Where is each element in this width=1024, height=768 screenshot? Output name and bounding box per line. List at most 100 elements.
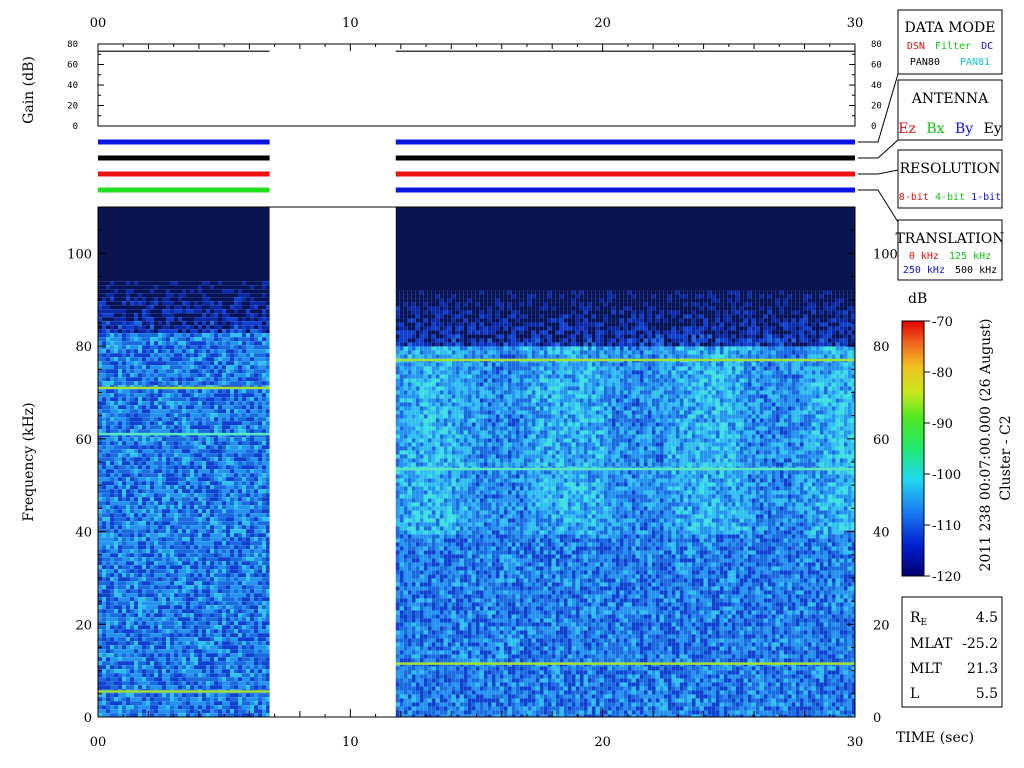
- heatmap-cell: [190, 629, 194, 634]
- heatmap-cell: [250, 709, 254, 714]
- heatmap-cell: [194, 533, 198, 538]
- heatmap-cell: [138, 405, 142, 410]
- heatmap-cell: [170, 517, 174, 522]
- heatmap-cell: [699, 294, 704, 299]
- heatmap-cell: [98, 685, 102, 690]
- heatmap-cell: [254, 365, 258, 370]
- heatmap-cell: [130, 389, 134, 394]
- heatmap-cell: [206, 673, 210, 678]
- heatmap-cell: [158, 593, 162, 598]
- heatmap-cell: [166, 285, 170, 290]
- heatmap-cell: [198, 621, 202, 626]
- heatmap-cell: [142, 377, 146, 382]
- heatmap-cell: [106, 393, 110, 398]
- heatmap-cell: [110, 617, 114, 622]
- heatmap-cell: [174, 665, 178, 670]
- heatmap-cell: [146, 329, 150, 334]
- heatmap-cell: [106, 329, 110, 334]
- heatmap-cell: [230, 617, 234, 622]
- heatmap-cell: [178, 665, 182, 670]
- heatmap-cell: [266, 333, 270, 338]
- heatmap-cell: [122, 401, 126, 406]
- heatmap-cell: [210, 301, 214, 306]
- heatmap-cell: [134, 409, 138, 414]
- heatmap-cell: [150, 397, 154, 402]
- heatmap-cell: [194, 409, 198, 414]
- heatmap-cell: [198, 653, 202, 658]
- heatmap-cell: [234, 593, 238, 598]
- heatmap-cell: [170, 629, 174, 634]
- heatmap-cell: [98, 613, 102, 618]
- heatmap-cell: [130, 397, 134, 402]
- heatmap-cell: [182, 373, 186, 378]
- heatmap-cell: [214, 445, 218, 450]
- heatmap-cell: [110, 345, 114, 350]
- heatmap-cell: [723, 294, 728, 299]
- heatmap-cell: [134, 669, 138, 674]
- heatmap-cell: [190, 681, 194, 686]
- heatmap-cell: [154, 605, 158, 610]
- heatmap-cell: [222, 665, 226, 670]
- heatmap-cell: [198, 341, 202, 346]
- heatmap-cell: [246, 509, 250, 514]
- heatmap-cell: [154, 349, 158, 354]
- heatmap-cell: [182, 469, 186, 474]
- heatmap-cell: [242, 389, 246, 394]
- heatmap-cell: [198, 329, 202, 334]
- heatmap-cell: [258, 289, 262, 294]
- heatmap-cell: [250, 453, 254, 458]
- heatmap-cell: [639, 290, 644, 295]
- heatmap-cell: [150, 281, 154, 286]
- heatmap-cell: [158, 457, 162, 462]
- heatmap-cell: [194, 305, 198, 310]
- heatmap-cell: [134, 305, 138, 310]
- heatmap-cell: [250, 649, 254, 654]
- heatmap-cell: [162, 357, 166, 362]
- heatmap-cell: [246, 653, 250, 658]
- heatmap-cell: [162, 713, 166, 717]
- heatmap-cell: [190, 493, 194, 498]
- heatmap-cell: [246, 521, 250, 526]
- heatmap-cell: [206, 641, 210, 646]
- heatmap-cell: [142, 501, 146, 506]
- heatmap-cell: [98, 509, 102, 514]
- heatmap-cell: [827, 294, 832, 299]
- heatmap-cell: [198, 457, 202, 462]
- heatmap-cell: [98, 697, 102, 702]
- heatmap-cell: [162, 401, 166, 406]
- heatmap-cell: [162, 625, 166, 630]
- heatmap-cell: [166, 381, 170, 386]
- heatmap-cell: [142, 497, 146, 502]
- heatmap-cell: [238, 393, 242, 398]
- heatmap-cell: [102, 645, 106, 650]
- heatmap-cell: [222, 645, 226, 650]
- heatmap-cell: [258, 497, 262, 502]
- heatmap-cell: [134, 313, 138, 318]
- heatmap-cell: [258, 661, 262, 666]
- heatmap-cell: [238, 569, 242, 574]
- heatmap-cell: [803, 294, 808, 299]
- heatmap-cell: [190, 641, 194, 646]
- heatmap-cell: [242, 693, 246, 698]
- heatmap-cell: [443, 290, 448, 295]
- heatmap-cell: [106, 313, 110, 318]
- heatmap-cell: [226, 557, 230, 562]
- heatmap-cell: [190, 701, 194, 706]
- heatmap-cell: [190, 429, 194, 434]
- heatmap-cell: [102, 329, 106, 334]
- heatmap-cell: [142, 681, 146, 686]
- heatmap-cell: [266, 681, 270, 686]
- heatmap-cell: [198, 453, 202, 458]
- heatmap-cell: [142, 661, 146, 666]
- heatmap-cell: [166, 465, 170, 470]
- heatmap-cell: [142, 397, 146, 402]
- heatmap-cell: [146, 605, 150, 610]
- heatmap-cell: [258, 285, 262, 290]
- heatmap-cell: [242, 513, 246, 518]
- heatmap-cell: [198, 573, 202, 578]
- heatmap-cell: [114, 425, 118, 430]
- heatmap-cell: [226, 457, 230, 462]
- heatmap-cell: [114, 473, 118, 478]
- heatmap-cell: [214, 361, 218, 366]
- heatmap-cell: [146, 445, 150, 450]
